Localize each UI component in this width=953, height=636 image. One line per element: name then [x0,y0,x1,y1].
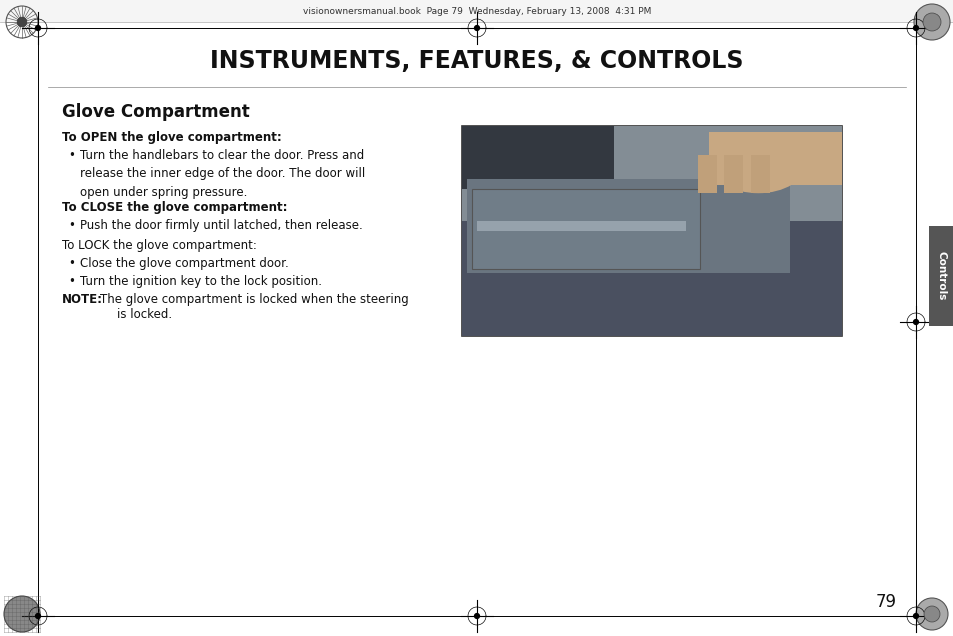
Text: INSTRUMENTS, FEATURES, & CONTROLS: INSTRUMENTS, FEATURES, & CONTROLS [210,49,743,73]
Circle shape [17,17,27,27]
Text: To OPEN the glove compartment:: To OPEN the glove compartment: [62,131,281,144]
Text: NOTE:: NOTE: [62,293,103,306]
Bar [461,126,841,336]
Text: Turn the handlebars to clear the door. Press and
release the inner edge of the d: Turn the handlebars to clear the door. P… [80,149,365,199]
Circle shape [35,25,41,31]
Text: •: • [68,149,74,162]
Text: •: • [68,257,74,270]
Bar [467,179,789,273]
Circle shape [923,13,940,31]
Text: Push the door firmly until latched, then release.: Push the door firmly until latched, then… [80,219,362,232]
Text: Glove Compartment: Glove Compartment [62,103,250,121]
Bar [472,189,700,269]
Text: To LOCK the glove compartment:: To LOCK the glove compartment: [62,239,256,252]
Circle shape [912,613,918,619]
Text: visionownersmanual.book  Page 79  Wednesday, February 13, 2008  4:31 PM: visionownersmanual.book Page 79 Wednesda… [302,6,651,15]
Circle shape [915,598,947,630]
Text: The glove compartment is locked when the steering: The glove compartment is locked when the… [100,293,408,306]
Bar [0,0,953,22]
Bar [750,155,769,193]
Bar [476,221,685,231]
Circle shape [35,613,41,619]
Bar [697,155,716,193]
Ellipse shape [710,134,805,193]
Text: Turn the ignition key to the lock position.: Turn the ignition key to the lock positi… [80,275,322,288]
Bar [723,155,742,193]
Text: Controls: Controls [936,251,945,301]
Bar [461,126,614,189]
Circle shape [912,25,918,31]
Text: 79: 79 [875,593,896,611]
Circle shape [4,596,40,632]
Text: To CLOSE the glove compartment:: To CLOSE the glove compartment: [62,201,287,214]
Text: is locked.: is locked. [117,308,172,321]
Circle shape [474,613,479,619]
Text: •: • [68,219,74,232]
Bar [461,221,841,336]
Circle shape [912,319,918,325]
Bar [928,226,953,326]
Circle shape [923,606,939,622]
Text: •: • [68,275,74,288]
Bar [708,132,841,185]
Text: Close the glove compartment door.: Close the glove compartment door. [80,257,289,270]
Circle shape [913,4,949,40]
Bar [461,126,841,221]
Circle shape [474,25,479,31]
